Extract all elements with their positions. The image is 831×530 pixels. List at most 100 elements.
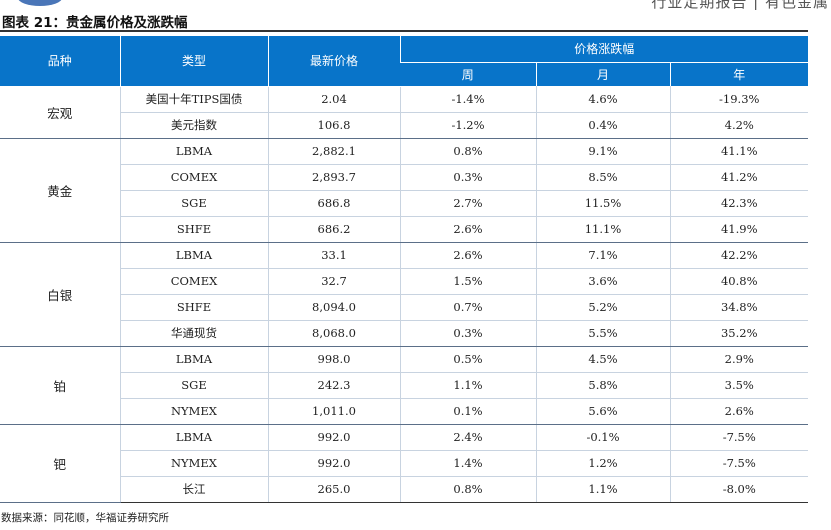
type-cell: 美元指数	[119, 112, 268, 139]
type-cell: COMEX	[119, 164, 268, 191]
year-change-cell: 41.1%	[669, 138, 808, 165]
year-change-cell: -19.3%	[669, 86, 808, 113]
month-change-cell: 1.2%	[535, 450, 670, 477]
report-header-text: 行业定期报告 | 有色金属	[651, 0, 829, 10]
type-cell: LBMA	[119, 424, 268, 451]
price-cell: 998.0	[267, 346, 400, 373]
type-cell: NYMEX	[119, 450, 268, 477]
week-change-cell: 2.6%	[399, 216, 536, 243]
precious-metals-table: 品种 类型 最新价格 价格涨跌幅 周 月 年 宏观 美国十年TIPS国债 2.04-…	[0, 36, 808, 503]
year-change-cell: 41.2%	[669, 164, 808, 191]
month-change-cell: 8.5%	[535, 164, 670, 191]
week-change-cell: 2.6%	[399, 242, 536, 269]
year-change-cell: -8.0%	[669, 476, 808, 503]
header-category: 品种	[0, 36, 120, 87]
week-change-cell: 0.5%	[399, 346, 536, 373]
table-row: 白银 LBMA 33.1 2.6% 7.1% 42.2%	[0, 242, 808, 347]
table-row: SGE 242.3 1.1% 5.8% 3.5%	[0, 372, 808, 399]
type-cell: 华通现货	[119, 320, 268, 347]
table-row: SGE 686.8 2.7% 11.5% 42.3%	[0, 190, 808, 217]
type-cell: SGE	[119, 372, 268, 399]
table-row: 黄金 LBMA 2,882.1 0.8% 9.1% 41.1%	[0, 138, 808, 243]
type-cell: SHFE	[119, 216, 268, 243]
type-cell: 美国十年TIPS国债	[119, 86, 268, 113]
price-cell: 2.04	[267, 86, 400, 113]
price-cell: 992.0	[267, 424, 400, 451]
type-cell: 长江	[119, 476, 268, 503]
year-change-cell: 42.2%	[669, 242, 808, 269]
price-cell: 32.7	[267, 268, 400, 295]
price-cell: 2,882.1	[267, 138, 400, 165]
week-change-cell: 2.4%	[399, 424, 536, 451]
price-cell: 992.0	[267, 450, 400, 477]
week-change-cell: 0.1%	[399, 398, 536, 425]
table-row: 铂 LBMA 998.0 0.5% 4.5% 2.9%	[0, 346, 808, 425]
year-change-cell: 2.6%	[669, 398, 808, 425]
header-month: 月	[535, 62, 670, 86]
table-row: 华通现货 8,068.0 0.3% 5.5% 35.2%	[0, 320, 808, 347]
month-change-cell: 9.1%	[535, 138, 670, 165]
month-change-cell: 11.5%	[535, 190, 670, 217]
year-change-cell: 40.8%	[669, 268, 808, 295]
month-change-cell: 1.1%	[535, 476, 670, 503]
price-cell: 686.8	[267, 190, 400, 217]
week-change-cell: 0.3%	[399, 320, 536, 347]
month-change-cell: 7.1%	[535, 242, 670, 269]
price-cell: 2,893.7	[267, 164, 400, 191]
month-change-cell: 5.5%	[535, 320, 670, 347]
category-cell: 铂	[0, 346, 120, 425]
price-cell: 8,094.0	[267, 294, 400, 321]
table-row: 宏观 美国十年TIPS国债 2.04 -1.4% 4.6% -19.3%	[0, 86, 808, 139]
month-change-cell: 5.6%	[535, 398, 670, 425]
table-row: NYMEX 992.0 1.4% 1.2% -7.5%	[0, 450, 808, 477]
year-change-cell: 3.5%	[669, 372, 808, 399]
table-title: 图表 21：贵金属价格及涨跌幅	[2, 15, 188, 31]
price-cell: 106.8	[267, 112, 400, 139]
week-change-cell: 0.7%	[399, 294, 536, 321]
price-cell: 8,068.0	[267, 320, 400, 347]
week-change-cell: -1.2%	[399, 112, 536, 139]
category-cell: 白银	[0, 242, 120, 347]
price-cell: 265.0	[267, 476, 400, 503]
table-row: 美元指数 106.8 -1.2% 0.4% 4.2%	[0, 112, 808, 139]
table-row: COMEX 2,893.7 0.3% 8.5% 41.2%	[0, 164, 808, 191]
table-row: 钯 LBMA 992.0 2.4% -0.1% -7.5%	[0, 424, 808, 503]
header-latest-price: 最新价格	[267, 36, 400, 87]
header-type: 类型	[119, 36, 268, 87]
month-change-cell: 5.8%	[535, 372, 670, 399]
year-change-cell: 34.8%	[669, 294, 808, 321]
table-row: COMEX 32.7 1.5% 3.6% 40.8%	[0, 268, 808, 295]
month-change-cell: 11.1%	[535, 216, 670, 243]
week-change-cell: 0.3%	[399, 164, 536, 191]
header-year: 年	[669, 62, 808, 86]
type-cell: NYMEX	[119, 398, 268, 425]
year-change-cell: -7.5%	[669, 450, 808, 477]
page-header-strip: 行业定期报告 | 有色金属	[0, 0, 831, 10]
month-change-cell: 4.5%	[535, 346, 670, 373]
data-source-note: 数据来源：同花顺，华福证券研究所	[1, 512, 169, 524]
month-change-cell: 5.2%	[535, 294, 670, 321]
title-divider	[0, 30, 808, 32]
header-change-group: 价格涨跌幅	[399, 36, 808, 63]
table-row: 长江 265.0 0.8% 1.1% -8.0%	[0, 476, 808, 503]
type-cell: SGE	[119, 190, 268, 217]
week-change-cell: 1.4%	[399, 450, 536, 477]
month-change-cell: 0.4%	[535, 112, 670, 139]
type-cell: SHFE	[119, 294, 268, 321]
week-change-cell: -1.4%	[399, 86, 536, 113]
category-cell: 黄金	[0, 138, 120, 243]
category-cell: 宏观	[0, 86, 120, 139]
company-logo-icon	[18, 0, 62, 6]
year-change-cell: 42.3%	[669, 190, 808, 217]
year-change-cell: 35.2%	[669, 320, 808, 347]
year-change-cell: 4.2%	[669, 112, 808, 139]
month-change-cell: -0.1%	[535, 424, 670, 451]
week-change-cell: 0.8%	[399, 138, 536, 165]
week-change-cell: 0.8%	[399, 476, 536, 503]
category-cell: 钯	[0, 424, 120, 503]
price-cell: 1,011.0	[267, 398, 400, 425]
type-cell: LBMA	[119, 138, 268, 165]
price-cell: 242.3	[267, 372, 400, 399]
type-cell: LBMA	[119, 242, 268, 269]
price-cell: 686.2	[267, 216, 400, 243]
